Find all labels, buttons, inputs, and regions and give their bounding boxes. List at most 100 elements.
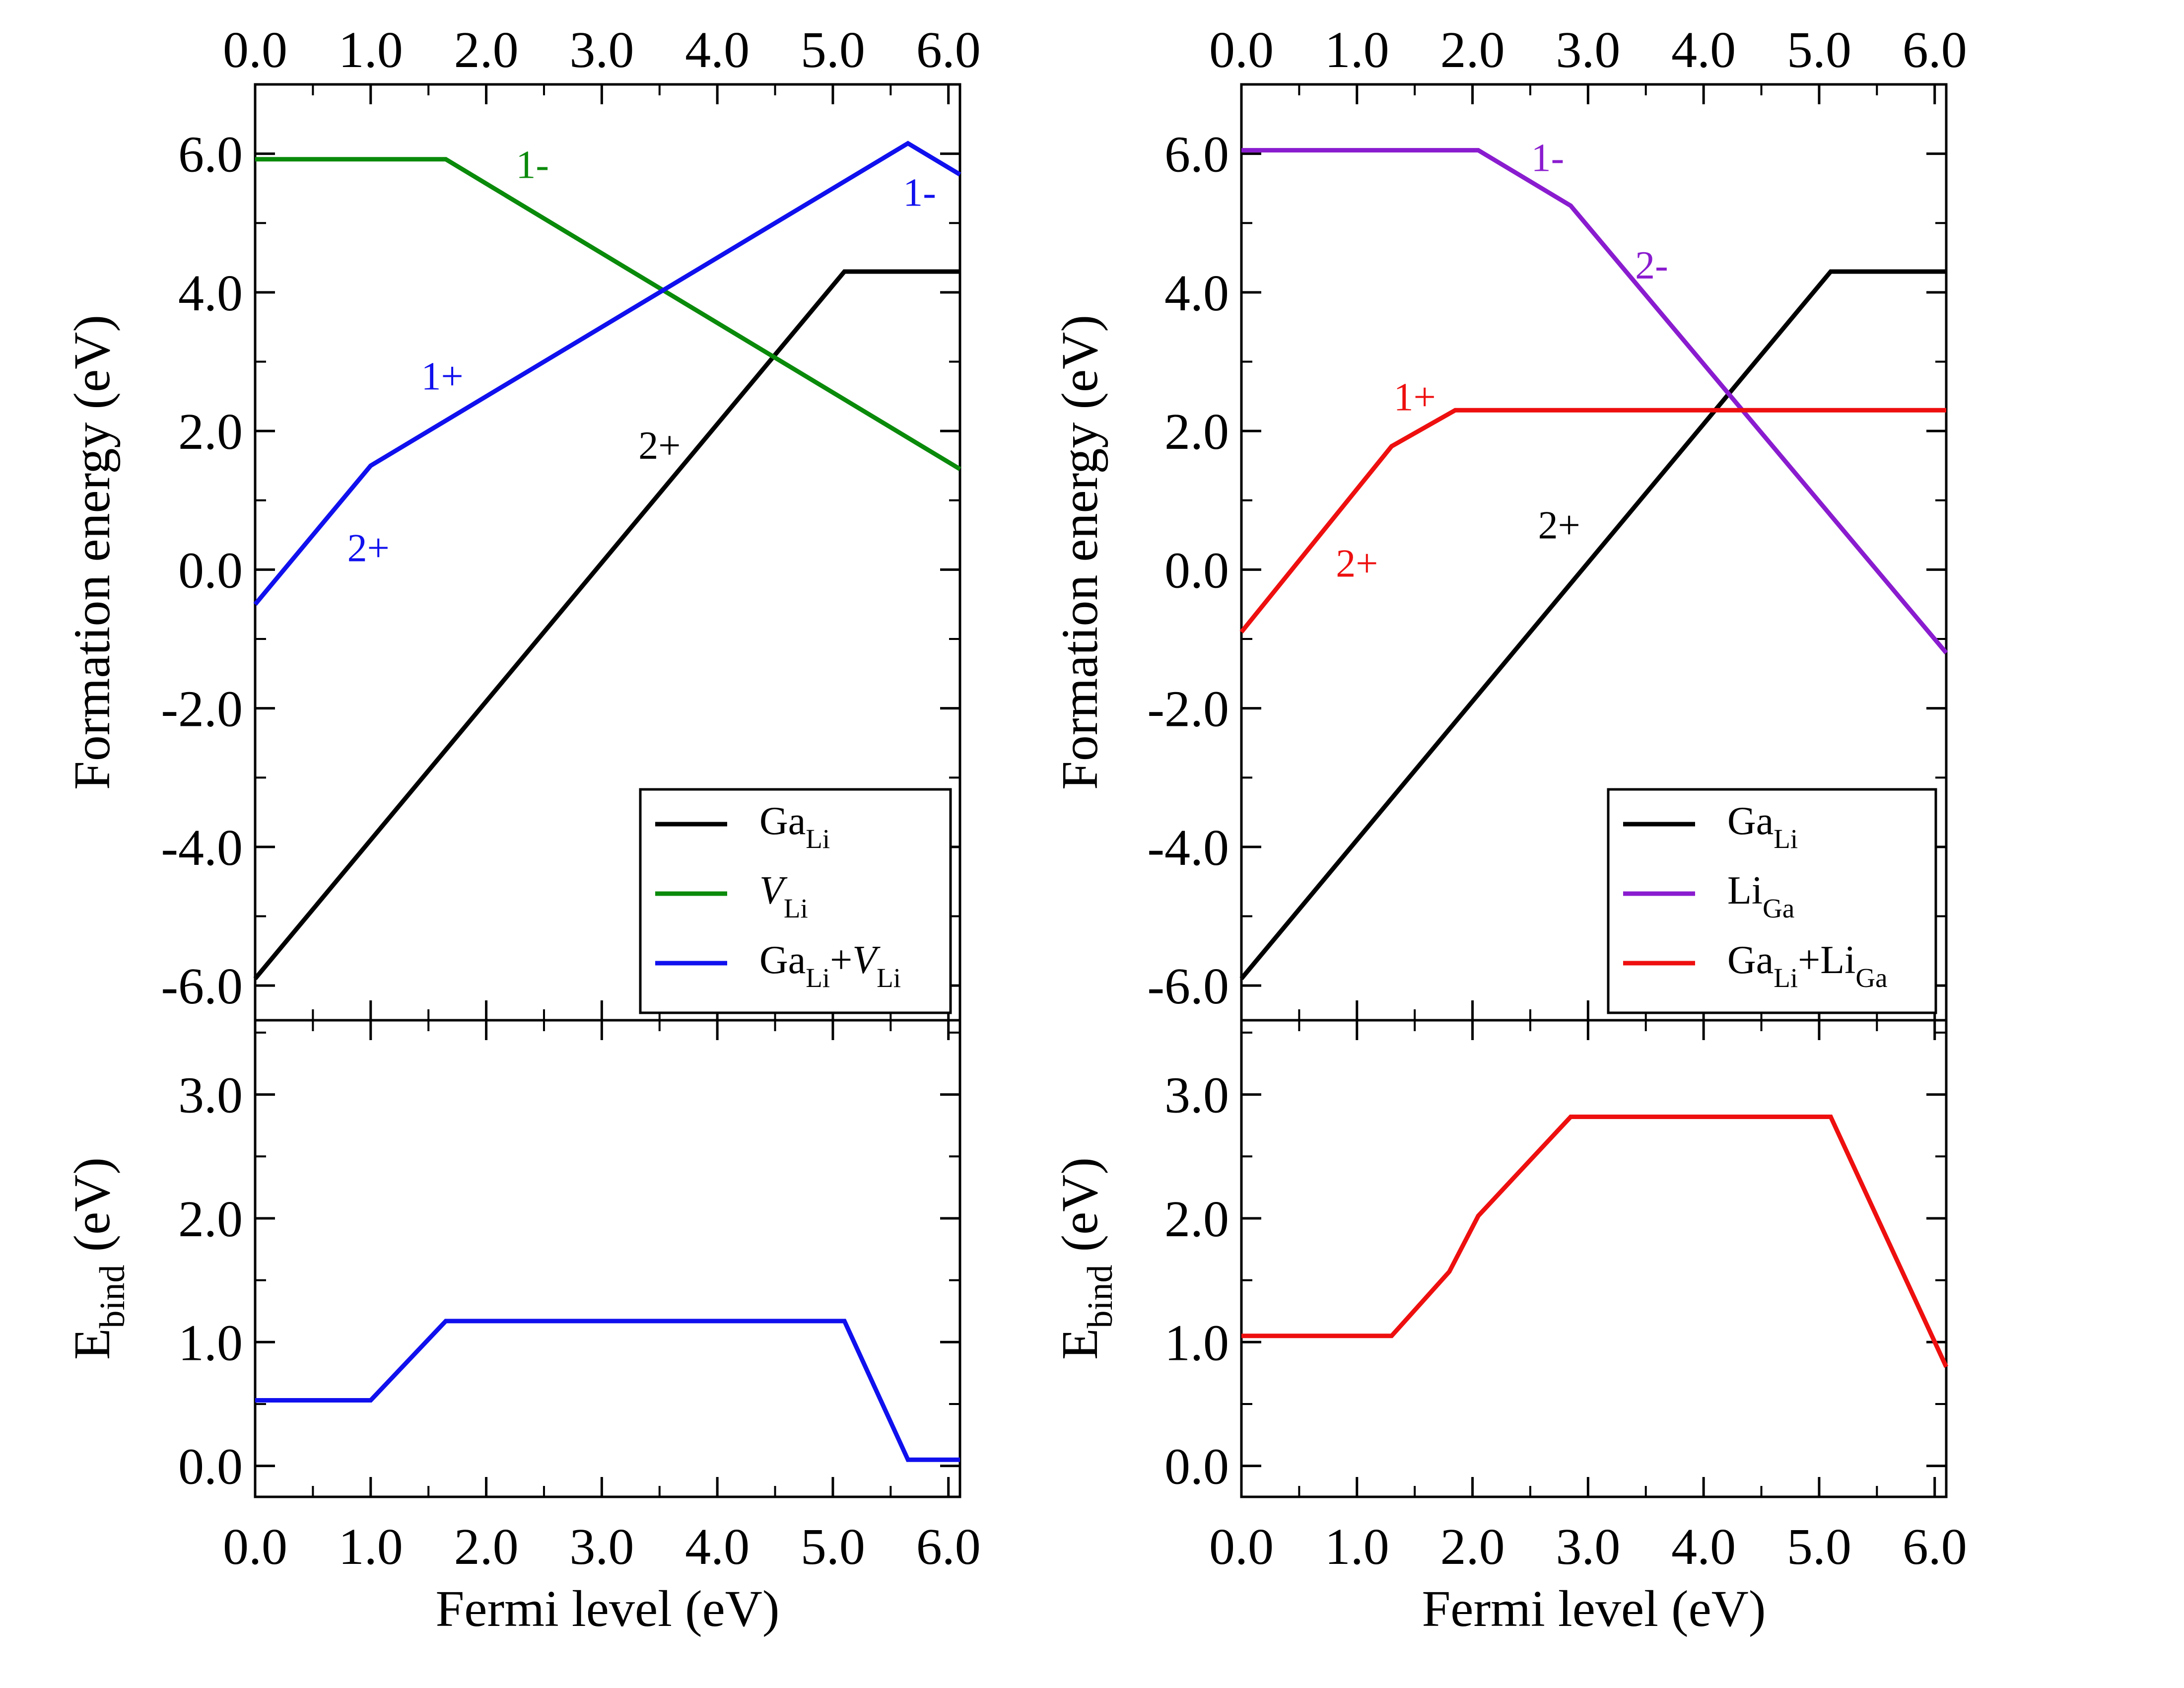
legend-text-part: Ga	[1727, 799, 1774, 843]
bottom-frame	[254, 1019, 961, 1498]
legend-text-part: Li	[1727, 869, 1763, 913]
bottom-frame	[1240, 1019, 1948, 1498]
bottom-y-axis-label: Ebind (eV)	[64, 1157, 132, 1360]
legend-text-part: Li	[806, 963, 830, 993]
charge-state-label: 1-	[903, 171, 936, 214]
top-xtick-label: 2.0	[1440, 21, 1505, 78]
legend-text-part: Li	[1774, 963, 1798, 993]
bottom-xtick-label: 2.0	[454, 1518, 519, 1575]
legend-text-part: Ga	[1727, 938, 1774, 982]
bottom-xtick-label: 1.0	[339, 1518, 403, 1575]
legend-entry-label: GaLi+VLi	[759, 938, 901, 993]
bottom-ytick-label: 1.0	[1164, 1314, 1229, 1371]
top-ytick-label: 0.0	[1164, 542, 1229, 599]
ebind-label-main: E	[64, 1329, 121, 1360]
top-xtick-label: 5.0	[801, 21, 865, 78]
charge-state-label: 1+	[421, 354, 464, 398]
legend-text-part: +	[1798, 938, 1820, 982]
series-line-ga-li	[253, 269, 960, 981]
series-line-e-bind	[1241, 1115, 1949, 1368]
x-axis-label: Fermi level (eV)	[1422, 1580, 1766, 1637]
bottom-ytick-label: 2.0	[1164, 1191, 1229, 1248]
legend-text-part: Ga	[1855, 963, 1887, 993]
legend-entry-label: GaLi+LiGa	[1727, 938, 1888, 993]
bottom-xtick-label: 6.0	[1903, 1518, 1967, 1575]
top-xtick-label: 6.0	[1903, 21, 1967, 78]
charge-state-label: 1+	[1394, 375, 1436, 419]
bottom-xtick-label: 0.0	[1209, 1518, 1274, 1575]
top-ytick-label: 2.0	[1164, 403, 1229, 460]
top-ytick-label: 0.0	[178, 542, 243, 599]
top-xtick-label: 4.0	[685, 21, 750, 78]
charge-state-label: 1-	[1531, 137, 1565, 180]
ebind-label-sub: bind	[1080, 1265, 1120, 1328]
top-ytick-label: 2.0	[178, 403, 243, 460]
top-subplot: -6.0 -4.0 -2.0 0.0 2.0 4.0 6.0 1- 2- 1+ 2+ 2+	[1147, 83, 1948, 1022]
charge-state-label: 2+	[1336, 542, 1378, 585]
legend-text-part: Ga	[759, 799, 806, 843]
bottom-xtick-label: 1.0	[1325, 1518, 1389, 1575]
ebind-label-unit: (eV)	[1051, 1157, 1108, 1265]
legend-text-part: Ga	[759, 938, 806, 982]
top-xtick-label: 1.0	[339, 21, 403, 78]
series-line-e-bind	[255, 1319, 960, 1462]
top-subplot: -6.0 -4.0 -2.0 0.0 2.0 4.0 6.0 1- 1- 1+ 2+ 2+	[161, 83, 961, 1022]
legend-entry-label: LiGa	[1727, 869, 1794, 923]
charge-state-label: 1-	[516, 143, 549, 187]
top-xtick-label: 5.0	[1787, 21, 1851, 78]
legend-text-part: +	[830, 938, 852, 982]
bottom-ytick-label: 2.0	[178, 1191, 243, 1248]
top-xtick-label: 1.0	[1325, 21, 1389, 78]
series-line-ga-li-v-li	[253, 141, 961, 606]
series-line-ga-li-li-ga	[1239, 408, 1946, 633]
top-y-axis-label: Formation energy (eV)	[64, 315, 121, 790]
bottom-subplot: 0.0 1.0 2.0 3.0	[178, 1019, 961, 1498]
top-ytick-label: -4.0	[161, 819, 243, 876]
legend-text-part: Li	[784, 893, 808, 923]
bottom-xtick-label: 3.0	[569, 1518, 634, 1575]
legend-text-part: Li	[1820, 938, 1855, 982]
legend-text-part: V	[759, 869, 788, 913]
top-ytick-label: -4.0	[1147, 819, 1229, 876]
top-xtick-label: 2.0	[454, 21, 519, 78]
top-ytick-label: 4.0	[178, 265, 243, 322]
charge-state-label: 2+	[638, 424, 681, 468]
legend-text-part: Li	[877, 963, 901, 993]
top-ytick-label: 4.0	[1164, 265, 1229, 322]
bottom-ytick-label: 1.0	[178, 1314, 243, 1371]
series-line-v-li	[255, 157, 961, 471]
top-ytick-label: -2.0	[161, 681, 243, 738]
legend-entry-label: GaLi	[759, 799, 830, 854]
top-ytick-label: 6.0	[178, 126, 243, 183]
bottom-ytick-label: 0.0	[1164, 1438, 1229, 1495]
top-xtick-label: 4.0	[1671, 21, 1736, 78]
charge-state-label: 2-	[1635, 244, 1668, 287]
charge-state-label: 2+	[347, 527, 390, 570]
ebind-label-main: E	[1051, 1329, 1108, 1360]
legend-box	[1607, 788, 1937, 1014]
bottom-xtick-label: 5.0	[801, 1518, 865, 1575]
bottom-subplot: 0.0 1.0 2.0 3.0	[1164, 1019, 1949, 1498]
panel-left: -6.0 -4.0 -2.0 0.0 2.0 4.0 6.0 1- 1- 1+ 2+ 2+ 0.0 1.0…	[64, 21, 981, 1637]
top-ytick-label: -6.0	[161, 958, 243, 1015]
bottom-ytick-label: 0.0	[178, 1438, 243, 1495]
legend-text-part: Li	[806, 824, 830, 854]
bottom-xtick-label: 4.0	[685, 1518, 750, 1575]
legend-text-part: Ga	[1763, 893, 1794, 923]
top-y-axis-label: Formation energy (eV)	[1051, 315, 1108, 790]
bottom-xtick-label: 3.0	[1556, 1518, 1620, 1575]
bottom-xtick-label: 5.0	[1787, 1518, 1851, 1575]
bottom-xtick-label: 2.0	[1440, 1518, 1505, 1575]
bottom-xtick-label: 4.0	[1671, 1518, 1736, 1575]
x-axis-label: Fermi level (eV)	[435, 1580, 779, 1637]
top-ytick-label: -6.0	[1147, 958, 1229, 1015]
bottom-ytick-label: 3.0	[1164, 1067, 1229, 1124]
top-xtick-label: 3.0	[1556, 21, 1620, 78]
top-xtick-label: 6.0	[916, 21, 981, 78]
ebind-label-sub: bind	[92, 1265, 132, 1328]
series-line-ga-li	[1239, 269, 1946, 981]
bottom-ytick-label: 3.0	[178, 1067, 243, 1124]
ebind-label-unit: (eV)	[64, 1157, 121, 1265]
